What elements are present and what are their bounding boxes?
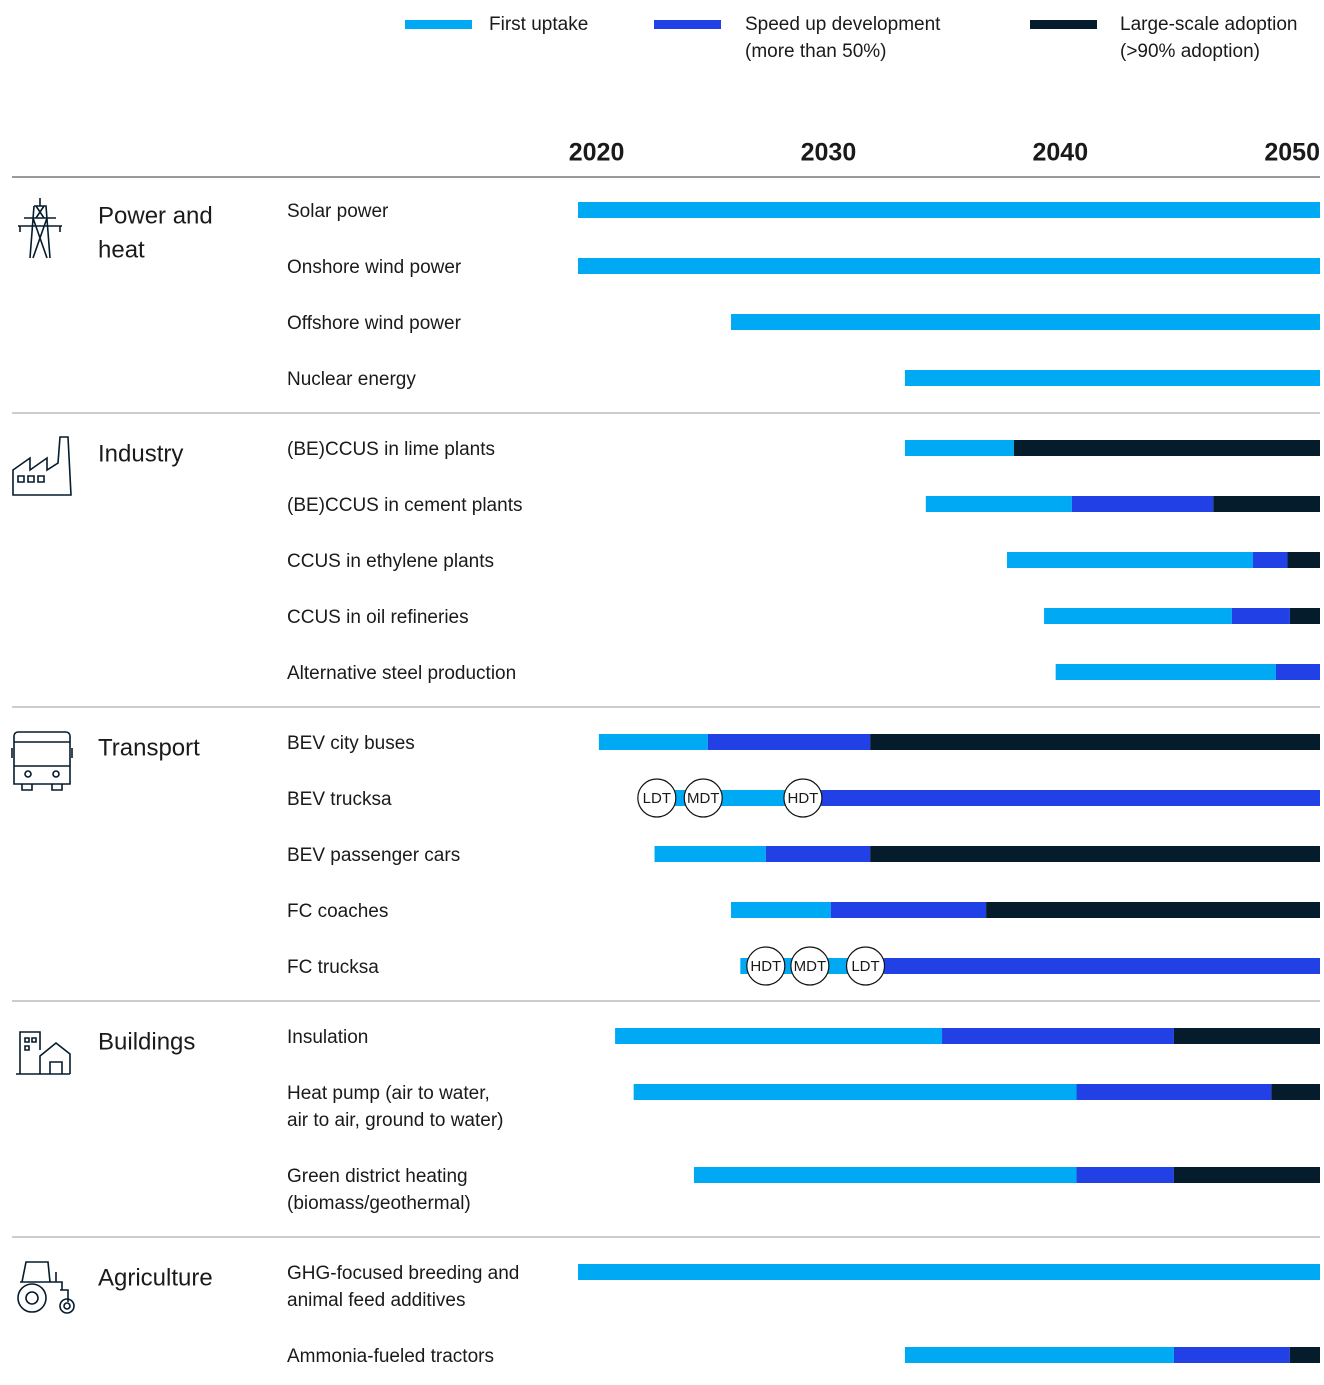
marker-label: LDT xyxy=(851,958,879,975)
bar-segment xyxy=(986,902,1320,918)
bar-segment xyxy=(1173,1028,1320,1044)
bar-segment xyxy=(1289,1347,1320,1363)
marker xyxy=(746,946,786,986)
task-label: BEV trucksa xyxy=(287,789,392,810)
task-label: Offshore wind power xyxy=(287,313,462,334)
bar-segment xyxy=(1076,1084,1272,1100)
task-label: (biomass/geothermal) xyxy=(287,1193,471,1214)
task-label: Onshore wind power xyxy=(287,257,462,278)
bar-segment xyxy=(731,314,1320,330)
legend-label: (more than 50%) xyxy=(745,41,887,62)
legend-label: First uptake xyxy=(489,14,588,35)
marker xyxy=(790,946,830,986)
bar-segment xyxy=(1173,1347,1290,1363)
task-label: Green district heating xyxy=(287,1166,468,1187)
bar-segment xyxy=(925,496,1072,512)
bar-segment xyxy=(884,958,1320,974)
x-tick-label: 2050 xyxy=(1264,139,1320,167)
task-label: Solar power xyxy=(287,201,389,222)
icon-industry xyxy=(12,436,72,496)
bar-segment xyxy=(615,1028,943,1044)
bar-segment xyxy=(1173,1167,1320,1183)
legend-label: Speed up development xyxy=(745,14,941,35)
bar-segment xyxy=(870,846,1320,862)
bar-segment xyxy=(633,1084,1077,1100)
marker-label: MDT xyxy=(794,958,827,975)
task-label: Heat pump (air to water, xyxy=(287,1083,490,1104)
bar-segment xyxy=(1231,608,1290,624)
bar-segment xyxy=(1076,1167,1174,1183)
bar-segment xyxy=(904,370,1320,386)
bar-segment xyxy=(1252,552,1288,568)
group-label: Agriculture xyxy=(98,1264,213,1291)
task-label: (BE)CCUS in cement plants xyxy=(287,495,522,516)
task-label: Nuclear energy xyxy=(287,369,416,390)
bar-segment xyxy=(1006,552,1253,568)
icon-bus xyxy=(11,731,73,791)
task-label: Ammonia-fueled tractors xyxy=(287,1346,494,1367)
bar-segment xyxy=(578,202,1320,218)
icon-tractor xyxy=(17,1261,75,1314)
marker xyxy=(845,946,886,986)
legend-label: (>90% adoption) xyxy=(1120,41,1260,62)
group-label: Power and xyxy=(98,202,213,229)
marker-label: HDT xyxy=(750,958,781,975)
bar-segment xyxy=(578,1264,1320,1280)
task-label: CCUS in oil refineries xyxy=(287,607,469,628)
group-label: Transport xyxy=(98,734,200,761)
bar-segment xyxy=(693,1167,1077,1183)
group-label: Industry xyxy=(98,440,183,467)
bar-segment xyxy=(1071,496,1214,512)
task-label: GHG-focused breeding and xyxy=(287,1263,519,1284)
bar-segment xyxy=(1055,664,1276,680)
legend-swatch xyxy=(1030,20,1097,29)
marker xyxy=(783,778,823,818)
bar-segment xyxy=(765,846,871,862)
bar-segment xyxy=(870,734,1320,750)
bar-segment xyxy=(821,790,1320,806)
bar-segment xyxy=(731,902,831,918)
icon-power xyxy=(18,198,62,259)
marker xyxy=(637,778,677,818)
bar-segment xyxy=(904,1347,1174,1363)
marker-label: MDT xyxy=(687,790,720,807)
bar-segment xyxy=(654,846,766,862)
bar-segment xyxy=(1271,1084,1320,1100)
legend-swatch xyxy=(405,20,472,29)
x-tick-label: 2020 xyxy=(569,139,625,167)
task-label: BEV passenger cars xyxy=(287,845,460,866)
task-label: CCUS in ethylene plants xyxy=(287,551,494,572)
legend-label: Large-scale adoption xyxy=(1120,14,1297,35)
bar-segment xyxy=(1289,608,1320,624)
task-label: BEV city buses xyxy=(287,733,415,754)
marker-label: HDT xyxy=(788,790,819,807)
bar-segment xyxy=(598,734,708,750)
marker xyxy=(683,778,723,818)
bar-segment xyxy=(942,1028,1174,1044)
task-label: FC coaches xyxy=(287,901,388,922)
bar-segment xyxy=(1287,552,1320,568)
x-tick-label: 2030 xyxy=(801,139,857,167)
group-label: Buildings xyxy=(98,1028,195,1055)
bar-segment xyxy=(1275,664,1320,680)
task-label: Alternative steel production xyxy=(287,663,516,684)
marker-label: LDT xyxy=(643,790,671,807)
bar-segment xyxy=(830,902,987,918)
legend-swatch xyxy=(654,20,721,29)
bar-segment xyxy=(578,258,1320,274)
bar-segment xyxy=(707,734,871,750)
bar-segment xyxy=(904,440,1014,456)
task-label: air to air, ground to water) xyxy=(287,1110,504,1131)
task-label: Insulation xyxy=(287,1027,368,1048)
icon-building xyxy=(16,1031,71,1075)
group-label: heat xyxy=(98,236,145,263)
bar-segment xyxy=(1213,496,1320,512)
bar-segment xyxy=(1013,440,1320,456)
x-tick-label: 2040 xyxy=(1033,139,1089,167)
bar-segment xyxy=(1044,608,1232,624)
task-label: (BE)CCUS in lime plants xyxy=(287,439,495,460)
task-label: FC trucksa xyxy=(287,957,379,978)
task-label: animal feed additives xyxy=(287,1290,466,1311)
